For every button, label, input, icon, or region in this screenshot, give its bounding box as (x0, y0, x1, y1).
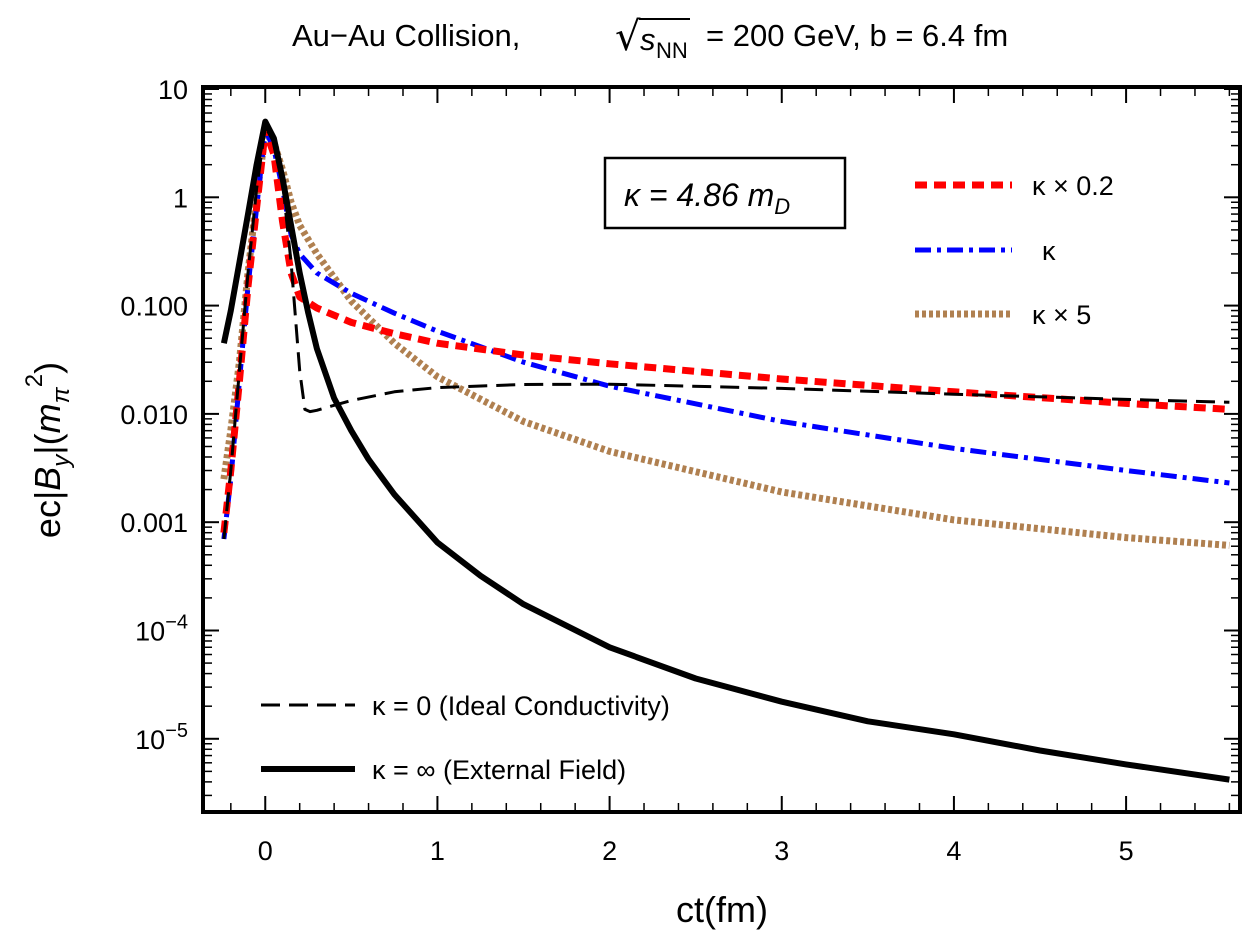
legend-top-right: κ × 0.2 κ κ × 5 (915, 171, 1114, 330)
annotation-box (603, 156, 847, 230)
x-tick-label: 3 (774, 836, 789, 866)
plot-frame (201, 85, 1242, 814)
x-axis-label: ct(fm) (676, 889, 768, 930)
svg-text:ec|By|(mπ2): ec|By|(mπ2) (21, 362, 75, 538)
legend-label-external-field: κ = ∞ (External Field) (372, 755, 626, 785)
title-prefix: Au−Au Collision, (292, 18, 520, 53)
series-line-4 (220, 118, 1230, 783)
title-sqrt-symbol: √ (615, 14, 641, 60)
title-subscript-nn: NN (656, 38, 688, 63)
x-tick-label: 0 (258, 836, 273, 866)
chart-title: Au−Au Collision, √ s NN = 200 GeV, b = 6… (292, 14, 1008, 63)
legend-bottom-left: κ = 0 (Ideal Conductivity) κ = ∞ (Extern… (261, 691, 670, 785)
title-suffix: = 200 GeV, b = 6.4 fm (706, 18, 1008, 53)
axis-ticks: 0 1 2 3 4 5 10 1 0.100 0.010 0.001 10−4 10−5 (120, 75, 1238, 866)
y-tick-label: 0.010 (120, 400, 188, 430)
x-tick-label: 4 (946, 836, 961, 866)
kappa-annotation: κ = 4.86 mD (603, 156, 847, 230)
legend-label-kappa-0.2: κ × 0.2 (1032, 171, 1114, 201)
y-tick-label: 1 (173, 183, 188, 213)
title-s: s (640, 22, 656, 57)
series-line-3 (222, 125, 1230, 540)
y-tick-label: 0.100 (120, 292, 188, 322)
y-tick-label: 10 (158, 75, 188, 105)
legend-label-kappa: κ (1042, 236, 1056, 266)
x-tick-label: 5 (1119, 836, 1134, 866)
annotation-text: κ = 4.86 mD (624, 177, 790, 219)
y-tick-label: 10−4 (135, 611, 188, 646)
legend-label-ideal-conductivity: κ = 0 (Ideal Conductivity) (372, 691, 670, 721)
y-tick-label: 0.001 (120, 508, 188, 538)
y-axis-label: ec|By|(mπ2) (21, 362, 75, 538)
series-group (220, 118, 1230, 783)
y-tick-label: 10−5 (135, 720, 188, 755)
x-tick-label: 1 (430, 836, 445, 866)
legend-label-kappa-5: κ × 5 (1032, 300, 1091, 330)
x-tick-label: 2 (602, 836, 617, 866)
